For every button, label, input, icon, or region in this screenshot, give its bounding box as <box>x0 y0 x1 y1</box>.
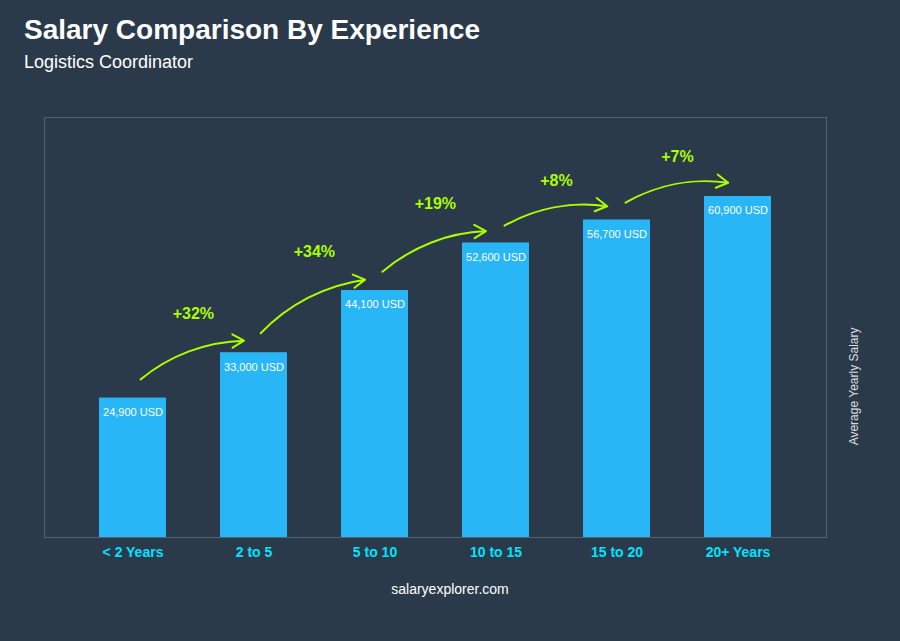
svg-text:60,900 USD: 60,900 USD <box>708 204 768 216</box>
svg-text:52,600 USD: 52,600 USD <box>466 251 526 263</box>
svg-text:10 to 15: 10 to 15 <box>470 544 522 560</box>
svg-text:44,100 USD: 44,100 USD <box>345 298 405 310</box>
svg-text:+32%: +32% <box>173 305 214 322</box>
html-text:salaryexplorer.com: salaryexplorer.com <box>391 581 509 597</box>
svg-text:+7%: +7% <box>661 148 693 165</box>
svg-text:24,900 USD: 24,900 USD <box>103 406 163 418</box>
svg-text:< 2 Years: < 2 Years <box>103 544 164 560</box>
svg-text:+8%: +8% <box>540 172 572 189</box>
svg-text:15 to 20: 15 to 20 <box>591 544 643 560</box>
svg-text:Average Yearly Salary: Average Yearly Salary <box>847 328 861 446</box>
svg-text:56,700 USD: 56,700 USD <box>587 228 647 240</box>
svg-text:2 to 5: 2 to 5 <box>236 544 273 560</box>
svg-text:+19%: +19% <box>415 195 456 212</box>
svg-text:33,000 USD: 33,000 USD <box>224 361 284 373</box>
html-text:Logistics Coordinator: Logistics Coordinator <box>24 52 194 72</box>
svg-text:+34%: +34% <box>294 243 335 260</box>
svg-text:5 to 10: 5 to 10 <box>353 544 398 560</box>
svg-text:20+ Years: 20+ Years <box>706 544 771 560</box>
html-text:Salary Comparison By Experienc: Salary Comparison By Experience <box>24 14 480 45</box>
